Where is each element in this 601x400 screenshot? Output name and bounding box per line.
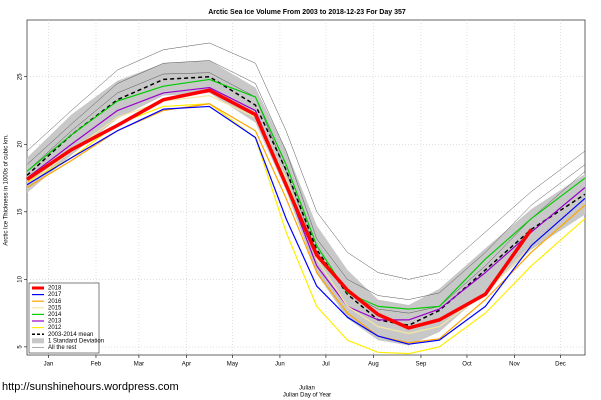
- y-axis-label: Arctic Ice Thickness in 1000s of cubic k…: [4, 134, 10, 246]
- series-line: [26, 75, 586, 327]
- x-axis-label: Julian Day of Year: [283, 393, 331, 399]
- y-tick-label: 20: [18, 140, 24, 147]
- x-tick-label: Feb: [91, 362, 102, 368]
- legend-label: 2003-2014 mean: [48, 332, 93, 338]
- legend-label: 2017: [48, 292, 62, 298]
- rest-line: [26, 42, 586, 280]
- x-tick-label: Jul: [322, 362, 330, 368]
- sd-band: [27, 60, 585, 346]
- legend-label: 1 Standard Deviation: [48, 338, 104, 344]
- x-tick-label: Aug: [368, 362, 379, 368]
- x-tick-label: Dec: [555, 362, 566, 368]
- legend-label: All the rest: [48, 345, 77, 351]
- x-tick-label: Jan: [44, 362, 54, 368]
- x-tick-label: Nov: [509, 362, 520, 368]
- x-tick-label: May: [227, 362, 238, 368]
- legend-swatch: [32, 338, 44, 344]
- x-tick-label: Mar: [134, 362, 144, 368]
- watermark: http://sunshinehours.wordpress.com: [2, 381, 179, 393]
- legend-label: 2012: [48, 325, 62, 331]
- chart-title: Arctic Sea Ice Volume From 2003 to 2018-…: [208, 9, 406, 16]
- y-tick-label: 25: [18, 73, 24, 80]
- y-tick-label: 15: [18, 208, 24, 215]
- series-line: [26, 105, 586, 345]
- legend-label: 2015: [48, 305, 62, 311]
- legend-label: 2018: [48, 286, 62, 292]
- series-line: [26, 78, 586, 310]
- x-tick-label: Oct: [462, 362, 472, 368]
- y-tick-label: 10: [18, 275, 24, 282]
- series-line: [26, 86, 586, 321]
- x-axis-label: Julian: [299, 386, 315, 392]
- legend-label: 2016: [48, 299, 62, 305]
- legend-label: 2014: [48, 312, 62, 318]
- x-tick-label: Sep: [416, 362, 427, 368]
- rest-line: [26, 60, 586, 300]
- x-tick-label: Jun: [275, 362, 285, 368]
- plot-area: [26, 19, 586, 356]
- x-tick-label: Apr: [182, 362, 191, 368]
- legend-label: 2013: [48, 319, 62, 325]
- series-line: [26, 88, 533, 330]
- y-tick-label: 5: [18, 345, 24, 349]
